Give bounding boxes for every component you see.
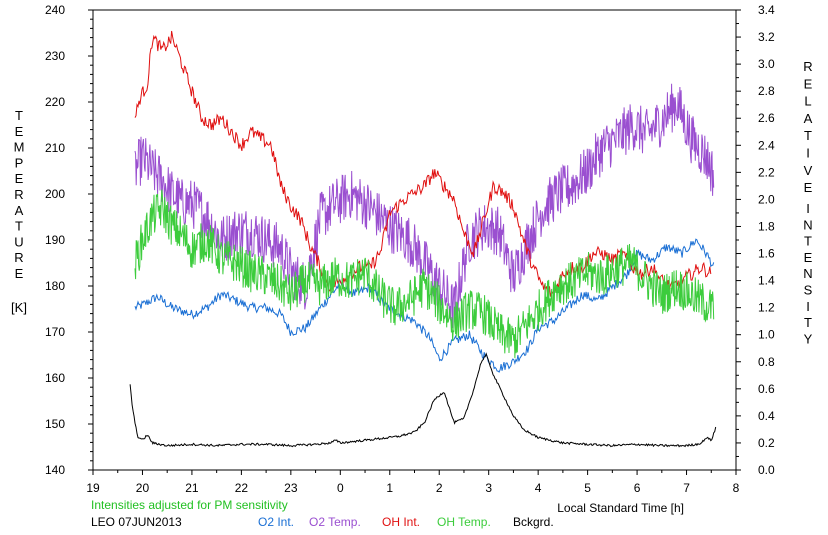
x-tick-label: 6 <box>634 481 641 495</box>
series-lines <box>129 30 717 448</box>
left-axis-letter: P <box>15 155 24 170</box>
x-tick-label: 3 <box>485 481 492 495</box>
left-axis-letter: T <box>15 219 23 234</box>
x-tick-label: 5 <box>584 481 591 495</box>
left-axis-letter: E <box>15 124 24 139</box>
x-axis-ticks: 19 20 21 22 23 0 1 2 3 4 5 6 7 8 <box>86 470 740 495</box>
right-axis-letter: A <box>804 111 813 126</box>
y-right-tick-label: 1.6 <box>758 247 775 261</box>
y-right-tick-label: 1.4 <box>758 274 775 288</box>
y-right-tick-label: 3.0 <box>758 57 775 71</box>
x-tick-label: 1 <box>386 481 393 495</box>
right-axis-letter: V <box>804 163 813 178</box>
left-axis-letter: A <box>15 203 24 218</box>
x-tick-label: 7 <box>683 481 690 495</box>
y-left-tick-label: 230 <box>45 49 65 63</box>
legend-oh-temp: OH Temp. <box>437 515 491 529</box>
left-axis-ticks: 140 150 160 170 180 190 200 210 220 230 240 <box>45 3 93 477</box>
right-axis-letter: S <box>804 283 813 298</box>
left-axis-letter: R <box>14 250 23 265</box>
y-right-tick-label: 3.2 <box>758 30 775 44</box>
y-right-tick-label: 2.0 <box>758 192 775 206</box>
y-right-tick-label: 2.6 <box>758 111 775 125</box>
left-axis-letter: U <box>14 234 23 249</box>
y-right-tick-label: 0.0 <box>758 463 775 477</box>
right-axis-letter: L <box>804 94 811 109</box>
series-line-oh-int <box>134 30 712 297</box>
right-axis-letter: I <box>806 201 810 216</box>
left-axis-letter: T <box>15 108 23 123</box>
x-tick-label: 8 <box>733 481 740 495</box>
right-axis-letter: E <box>804 180 813 195</box>
y-left-tick-label: 150 <box>45 417 65 431</box>
right-axis-letter: E <box>804 250 813 265</box>
right-axis-ticks: 0.0 0.2 0.4 0.6 0.8 1.0 1.2 1.4 1.6 1.8 2.0 2.2 2.4 2… <box>736 3 775 477</box>
y-left-tick-label: 220 <box>45 95 65 109</box>
series-line-bckgrd <box>129 352 717 448</box>
y-right-tick-label: 1.8 <box>758 219 775 233</box>
y-left-tick-label: 160 <box>45 371 65 385</box>
y-left-tick-label: 210 <box>45 141 65 155</box>
y-left-tick-label: 180 <box>45 279 65 293</box>
right-axis-letter: N <box>803 266 812 281</box>
y-right-tick-label: 1.2 <box>758 301 775 315</box>
legend-oh-int: OH Int. <box>382 515 421 529</box>
y-left-tick-label: 200 <box>45 187 65 201</box>
x-tick-label: 21 <box>185 481 199 495</box>
right-axis-letter: R <box>803 59 812 74</box>
x-tick-label: 19 <box>86 481 100 495</box>
y-right-tick-label: 2.4 <box>758 138 775 152</box>
left-axis-letter: M <box>14 140 25 155</box>
y-left-tick-label: 140 <box>45 463 65 477</box>
series-line-o2-temp <box>134 83 715 329</box>
x-tick-label: 22 <box>235 481 249 495</box>
right-axis-letter: T <box>804 128 812 143</box>
pm-sensitivity-note: Intensities adjusted for PM sensitivity <box>91 498 288 512</box>
right-axis-letter: E <box>804 76 813 91</box>
y-right-tick-label: 0.4 <box>758 409 775 423</box>
x-tick-label: 4 <box>535 481 542 495</box>
y-right-tick-label: 2.2 <box>758 165 775 179</box>
station-date: LEO 07JUN2013 <box>91 515 182 529</box>
left-axis-unit: [K] <box>11 300 27 315</box>
x-tick-label: 20 <box>136 481 150 495</box>
x-tick-label: 23 <box>284 481 298 495</box>
legend-o2-int: O2 Int. <box>258 515 295 529</box>
right-axis-letter: I <box>806 299 810 314</box>
x-axis-label: Local Standard Time [h] <box>557 501 684 515</box>
x-tick-label: 2 <box>436 481 443 495</box>
y-right-tick-label: 1.0 <box>758 328 775 342</box>
left-axis-letter: E <box>15 171 24 186</box>
y-left-tick-label: 240 <box>45 3 65 17</box>
right-axis-letter: N <box>803 217 812 232</box>
right-axis-letter: T <box>804 234 812 249</box>
right-axis-letter: I <box>806 146 810 161</box>
left-axis-letter: E <box>15 266 24 281</box>
y-right-tick-label: 2.8 <box>758 84 775 98</box>
legend-bckgrd: Bckgrd. <box>513 515 554 529</box>
y-right-tick-label: 3.4 <box>758 3 775 17</box>
right-axis-letter: T <box>804 315 812 330</box>
y-left-tick-label: 190 <box>45 233 65 247</box>
left-axis-letter: R <box>14 187 23 202</box>
x-tick-label: 0 <box>337 481 344 495</box>
series-line-oh-temp <box>134 189 715 359</box>
y-right-tick-label: 0.6 <box>758 382 775 396</box>
y-right-tick-label: 0.2 <box>758 436 775 450</box>
legend-o2-temp: O2 Temp. <box>309 515 361 529</box>
right-axis-letter: Y <box>804 331 813 346</box>
y-right-tick-label: 0.8 <box>758 355 775 369</box>
y-left-tick-label: 170 <box>45 325 65 339</box>
